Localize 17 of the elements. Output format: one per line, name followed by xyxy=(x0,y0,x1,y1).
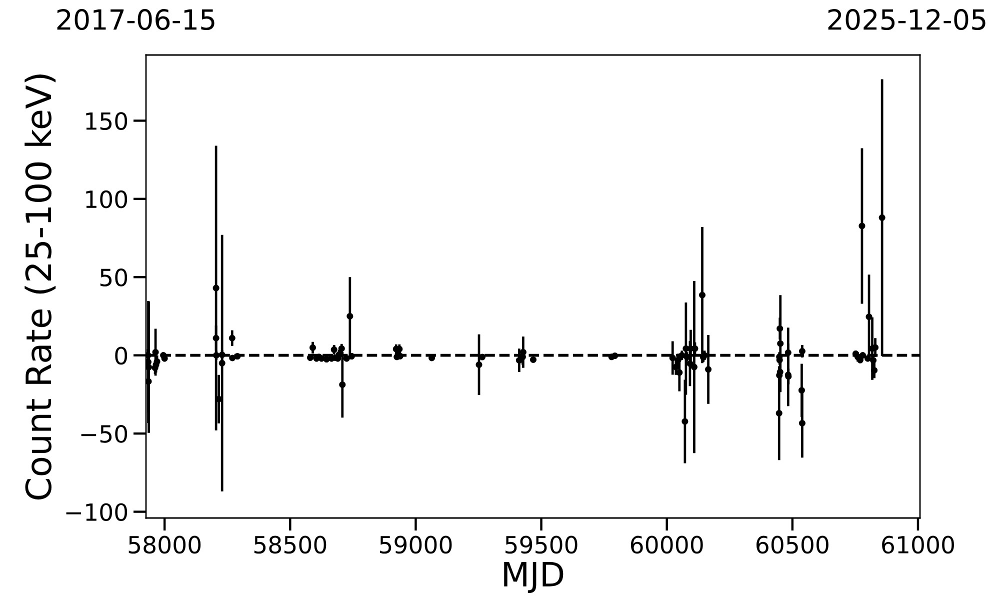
x-tick-label: 58000 xyxy=(128,536,201,554)
x-tick-label: 60000 xyxy=(630,536,703,554)
x-tick-label: 59500 xyxy=(506,536,578,554)
y-tick-label: −50 xyxy=(81,424,128,443)
text: 2025-12-05 xyxy=(828,9,986,30)
y-tick-label: 50 xyxy=(100,268,128,286)
y-tick-label: 100 xyxy=(86,190,128,208)
x-tick-label: 58500 xyxy=(254,536,326,554)
x-tick-label: 60500 xyxy=(756,536,828,554)
x-tick-label: 59000 xyxy=(380,536,452,554)
x-axis-title: MJD xyxy=(504,562,564,593)
x-tick-label: 61000 xyxy=(882,536,954,554)
y-axis-title: Count Rate (25-100 keV) xyxy=(24,74,56,500)
y-tick-label: −100 xyxy=(66,503,128,522)
y-tick-label: 150 xyxy=(86,112,128,130)
y-tick-label: 0 xyxy=(115,346,128,365)
text: 2017-06-15 xyxy=(57,9,214,30)
